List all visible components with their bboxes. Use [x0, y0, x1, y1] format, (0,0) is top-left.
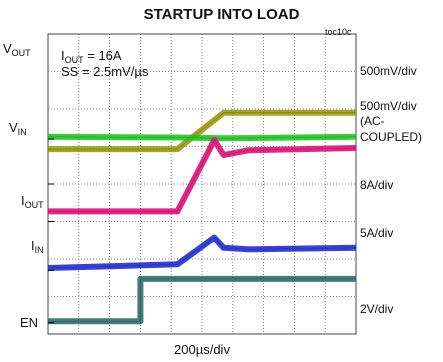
traces: [47, 109, 357, 325]
trace-core-vin: [47, 136, 357, 139]
trace-core-iout: [48, 139, 357, 212]
trace-vout: [48, 109, 356, 153]
trace-core-vout: [48, 112, 356, 150]
scale-vin: 500mV/div: [360, 99, 417, 113]
trace-core-en: [48, 278, 356, 322]
chart-title: STARTUP INTO LOAD: [143, 6, 300, 23]
ground-markers: [48, 138, 54, 324]
grid: [47, 33, 357, 335]
label-iin: IIN: [31, 238, 44, 255]
condition-iout: IOUT = 16A: [61, 48, 122, 65]
trace-iout: [48, 137, 357, 215]
trace-vin: [47, 133, 357, 142]
scale-vin-coupled: COUPLED): [360, 130, 423, 144]
label-vout: VOUT: [3, 41, 31, 58]
trace-core-in: [47, 237, 357, 269]
condition-ss: SS = 2.5mV/µs: [61, 64, 149, 79]
scale-vin-ac: (AC-: [360, 114, 385, 128]
scale-en: 2V/div: [360, 302, 394, 316]
label-vin: VIN: [9, 120, 27, 137]
label-en: EN: [20, 315, 39, 330]
scale-iout: 8A/div: [360, 178, 394, 192]
trace-in: [47, 234, 357, 271]
scale-iin: 5A/div: [360, 226, 394, 240]
label-iout: IOUT: [21, 193, 44, 210]
figure-id: toc10c: [325, 27, 352, 37]
x-axis-label: 200µs/div: [174, 342, 230, 357]
scale-vout: 500mV/div: [360, 64, 417, 78]
trace-en: [48, 275, 356, 325]
